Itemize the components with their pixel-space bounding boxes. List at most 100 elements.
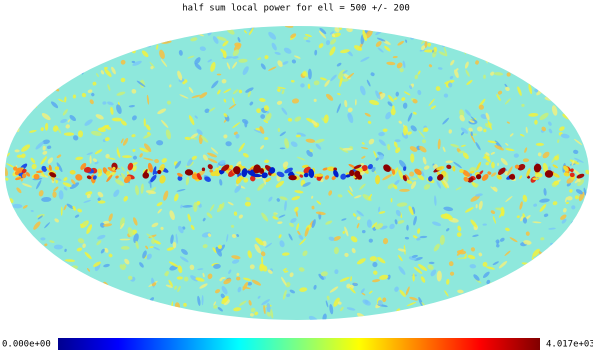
texture-spot	[233, 307, 242, 312]
texture-spot	[229, 165, 234, 170]
texture-spot	[30, 157, 36, 164]
texture-spot	[527, 52, 530, 58]
texture-spot	[133, 233, 139, 243]
texture-spot	[504, 98, 511, 105]
texture-spot	[532, 36, 537, 43]
texture-spot	[390, 108, 396, 116]
texture-spot	[102, 290, 113, 295]
texture-spot	[421, 45, 426, 51]
texture-spot	[359, 183, 366, 190]
texture-spot	[265, 177, 272, 183]
texture-spot	[439, 234, 445, 246]
texture-spot	[284, 200, 287, 211]
texture-spot	[33, 250, 38, 262]
texture-spot	[509, 301, 515, 310]
texture-spot	[199, 92, 208, 99]
texture-spot	[100, 70, 105, 75]
texture-spot	[484, 293, 489, 299]
texture-spot	[417, 89, 422, 96]
texture-spot	[315, 143, 322, 150]
texture-spot	[203, 26, 211, 31]
texture-spot	[50, 176, 55, 182]
texture-spot	[470, 133, 476, 144]
texture-spot	[407, 112, 413, 122]
texture-spot	[504, 298, 510, 307]
texture-spot	[328, 190, 333, 196]
texture-spot	[552, 164, 558, 169]
texture-spot	[13, 80, 21, 85]
texture-spot	[111, 30, 117, 41]
texture-spot	[379, 274, 389, 280]
texture-spot	[436, 166, 445, 171]
texture-spot	[196, 129, 203, 135]
texture-spot	[344, 226, 349, 237]
texture-spot	[473, 307, 483, 315]
texture-spot	[319, 77, 327, 81]
texture-spot	[92, 158, 98, 163]
texture-spot	[328, 236, 335, 241]
texture-spot	[110, 106, 114, 115]
texture-spot	[528, 47, 535, 53]
texture-spot	[9, 87, 14, 92]
texture-spot	[300, 83, 305, 88]
texture-spot	[307, 68, 312, 80]
texture-spot	[177, 172, 183, 177]
texture-spot	[131, 115, 137, 121]
texture-spot	[547, 302, 552, 306]
texture-spot	[159, 163, 165, 172]
texture-spot	[149, 303, 159, 309]
texture-spot	[296, 156, 306, 161]
texture-spot	[392, 184, 398, 190]
texture-spot	[500, 158, 508, 166]
texture-spot	[553, 70, 557, 74]
texture-spot	[494, 312, 499, 317]
texture-spot	[77, 208, 82, 213]
texture-spot	[289, 272, 294, 278]
texture-spot	[261, 256, 264, 264]
texture-spot	[302, 250, 308, 257]
texture-spot	[572, 168, 581, 177]
texture-spot	[402, 102, 408, 109]
texture-spot	[418, 297, 424, 307]
texture-spot	[67, 296, 72, 300]
texture-spot	[420, 170, 425, 177]
texture-spot	[356, 258, 366, 265]
texture-spot	[543, 38, 549, 47]
texture-spot	[216, 36, 227, 42]
texture-spot	[502, 30, 510, 37]
texture-spot	[120, 246, 130, 250]
texture-spot	[49, 172, 57, 178]
texture-spot	[588, 296, 589, 307]
texture-spot	[494, 306, 498, 310]
texture-spot	[572, 49, 577, 59]
texture-spot	[69, 169, 76, 175]
texture-spot	[296, 223, 300, 231]
texture-spot	[298, 267, 305, 272]
texture-spot	[252, 173, 262, 178]
texture-spot	[485, 152, 490, 156]
texture-spot	[107, 48, 112, 55]
texture-spot	[444, 290, 449, 297]
texture-spot	[362, 30, 368, 42]
texture-spot	[281, 107, 288, 115]
texture-spot	[111, 117, 123, 122]
texture-spot	[65, 124, 70, 129]
texture-spot	[509, 133, 514, 137]
texture-spot	[5, 238, 14, 245]
texture-spot	[63, 267, 70, 270]
texture-spot	[576, 173, 585, 179]
texture-spot	[236, 276, 241, 281]
texture-spot	[365, 29, 373, 39]
texture-spot	[460, 127, 469, 134]
texture-spot	[402, 60, 406, 69]
texture-spot	[291, 59, 297, 64]
texture-spot	[294, 116, 302, 122]
texture-spot	[372, 261, 378, 268]
texture-spot	[42, 150, 48, 155]
texture-spot	[265, 112, 272, 122]
texture-spot	[54, 218, 59, 223]
texture-spot	[556, 265, 563, 275]
texture-spot	[82, 220, 88, 226]
texture-spot	[578, 191, 585, 202]
texture-spot	[62, 65, 68, 69]
